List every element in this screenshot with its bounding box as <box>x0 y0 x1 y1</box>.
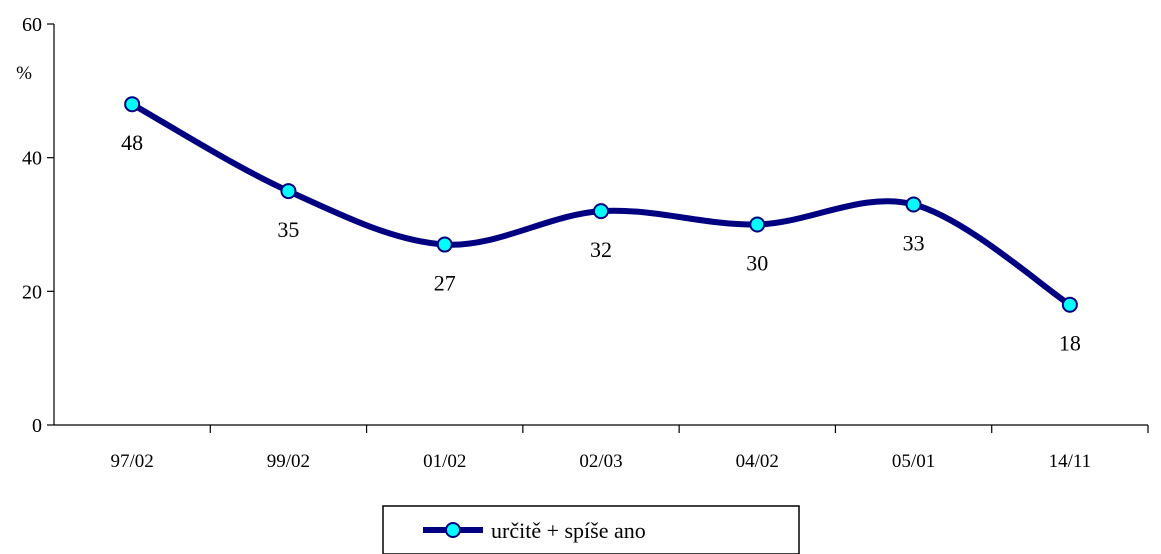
data-label: 27 <box>434 271 456 296</box>
y-tick-label: 60 <box>22 14 42 36</box>
data-point-marker <box>905 196 922 213</box>
series-layer <box>124 96 1078 313</box>
data-point-marker <box>1061 296 1078 313</box>
data-point-marker <box>436 236 453 253</box>
data-point-marker <box>749 216 766 233</box>
legend-marker-swatch <box>445 522 461 538</box>
y-tick-label: 20 <box>22 281 42 303</box>
axes-layer <box>47 23 1149 433</box>
data-point-marker <box>593 203 609 220</box>
data-point-marker <box>124 96 141 113</box>
data-label: 18 <box>1059 331 1081 356</box>
x-tick-label: 02/03 <box>579 451 622 472</box>
data-label: 32 <box>590 237 612 262</box>
legend: určitě + spíše ano <box>382 505 800 554</box>
x-tick-label: 97/02 <box>111 451 154 472</box>
x-tick-label: 05/01 <box>892 451 935 472</box>
x-tick-label: 04/02 <box>736 451 779 472</box>
data-point-marker <box>280 183 297 200</box>
data-label: 48 <box>121 130 143 155</box>
data-label: 33 <box>903 230 925 255</box>
legend-label: určitě + spíše ano <box>491 518 646 543</box>
data-label: 30 <box>746 251 768 276</box>
data-label: 35 <box>277 217 299 242</box>
y-unit-label: % <box>16 63 32 84</box>
y-tick-label: 0 <box>32 415 42 437</box>
x-tick-label: 14/11 <box>1049 451 1092 472</box>
labels-layer: 0 20 40 60% 97/02 99/02 01/02 02/03 04/02 05/01 14… <box>16 14 1091 472</box>
x-tick-label: 01/02 <box>423 451 466 472</box>
x-tick-label: 99/02 <box>267 451 310 472</box>
y-tick-label: 40 <box>22 148 42 170</box>
